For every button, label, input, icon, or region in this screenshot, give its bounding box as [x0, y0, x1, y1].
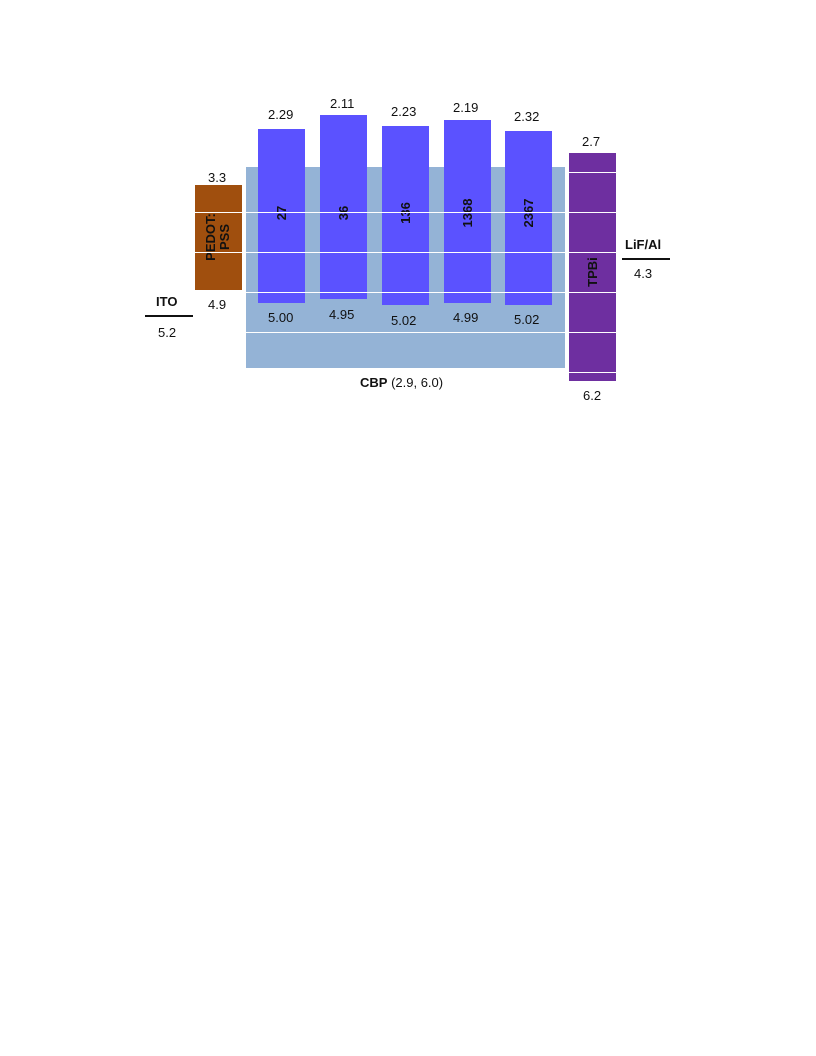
- dopant-136-lumo: 2.23: [391, 104, 417, 119]
- tpbi-lumo-value: 2.7: [582, 134, 601, 149]
- dopant-136-homo: 5.02: [391, 313, 417, 328]
- guide-line: [246, 332, 616, 333]
- pedot-pss-layer: [195, 185, 242, 290]
- pedot-label-line2: PSS: [217, 223, 232, 251]
- guide-line: [569, 372, 616, 373]
- cathode-label: LiF/Al: [625, 237, 662, 252]
- dopant-2367-label: 2367: [521, 198, 536, 228]
- pedot-lumo-value: 3.3: [208, 170, 227, 185]
- dopant-1368-bar: [444, 120, 491, 303]
- cbp-values: (2.9, 6.0): [391, 375, 444, 390]
- dopant-36-lumo: 2.11: [330, 96, 355, 111]
- tpbi-layer: [569, 153, 616, 381]
- dopant-cap: [258, 126, 305, 129]
- dopant-2367-lumo: 2.32: [514, 109, 540, 124]
- ito-workfunction: 5.2: [158, 325, 177, 340]
- guide-line: [195, 292, 616, 293]
- cbp-caption: CBP (2.9, 6.0): [360, 375, 443, 390]
- guide-line: [195, 252, 616, 253]
- dopant-1368-homo: 4.99: [453, 310, 479, 325]
- dopant-27-label: 27: [274, 205, 289, 221]
- dopant-2367-bar: [505, 128, 552, 305]
- tpbi-homo-value: 6.2: [583, 388, 602, 403]
- dopant-27-lumo: 2.29: [268, 107, 294, 122]
- dopant-1368-label: 1368: [460, 198, 475, 228]
- dopant-cap: [382, 123, 429, 126]
- dopant-136-bar: [382, 123, 429, 305]
- dopant-36-homo: 4.95: [329, 307, 355, 322]
- pedot-label-line1: PEDOT:: [203, 213, 218, 261]
- ito-label: ITO: [156, 294, 178, 309]
- dopant-1368-lumo: 2.19: [453, 100, 479, 115]
- cbp-label: CBP: [360, 375, 388, 390]
- dopant-27-bar: [258, 126, 305, 303]
- guide-line: [195, 212, 616, 213]
- dopant-27-homo: 5.00: [268, 310, 294, 325]
- guide-line: [569, 172, 616, 173]
- dopant-2367-homo: 5.02: [514, 312, 540, 327]
- cathode-level-line: [622, 258, 670, 260]
- cathode-workfunction: 4.3: [634, 266, 653, 281]
- pedot-homo-value: 4.9: [208, 297, 227, 312]
- dopant-136-label: 136: [398, 202, 413, 224]
- dopant-cap: [505, 128, 552, 131]
- pedot-pss-label: PEDOT: PSS: [203, 213, 232, 261]
- tpbi-label: TPBi: [585, 257, 600, 287]
- dopant-36-label: 36: [336, 205, 351, 221]
- ito-level-line: [145, 315, 193, 317]
- dopant-36-bar: [320, 115, 367, 299]
